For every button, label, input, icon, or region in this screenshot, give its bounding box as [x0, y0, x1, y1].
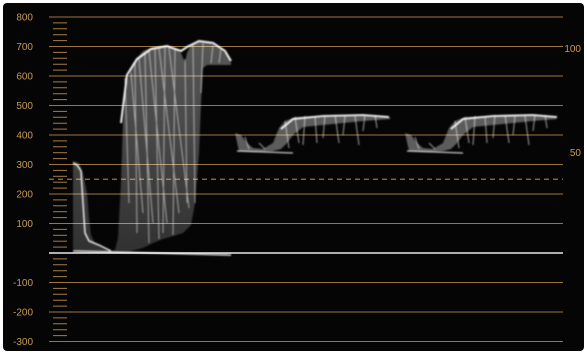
- waveform-trace-channel-1: [72, 39, 232, 256]
- right-scale-label-50: 50: [570, 148, 582, 159]
- left-scale-label: 100: [16, 219, 33, 230]
- left-scale-label: 300: [16, 160, 33, 171]
- left-scale-label: -200: [13, 308, 33, 319]
- left-scale-label: 200: [16, 190, 33, 201]
- scale-ticks: [53, 22, 67, 337]
- left-scale-label: 700: [16, 42, 33, 53]
- left-scale-label: -100: [13, 278, 33, 289]
- left-scale-labels: 800 700 600 500 400 300 200 100 -100 -200 -300: [13, 13, 33, 349]
- left-scale-label: 600: [16, 72, 33, 83]
- waveform-trace-channel-3: [405, 114, 558, 154]
- left-scale-label: 400: [16, 131, 33, 142]
- left-scale-label: -300: [13, 337, 33, 348]
- waveform-graticule: 800 700 600 500 400 300 200 100 -100 -200 -300 100…: [13, 13, 582, 349]
- left-scale-label: 500: [16, 101, 33, 112]
- right-scale-label-100: 100: [564, 44, 581, 55]
- waveform-trace-channel-2: [235, 114, 391, 154]
- waveform-scope: 800 700 600 500 400 300 200 100 -100 -200 -300 100…: [3, 3, 584, 351]
- left-scale-label: 800: [16, 13, 33, 24]
